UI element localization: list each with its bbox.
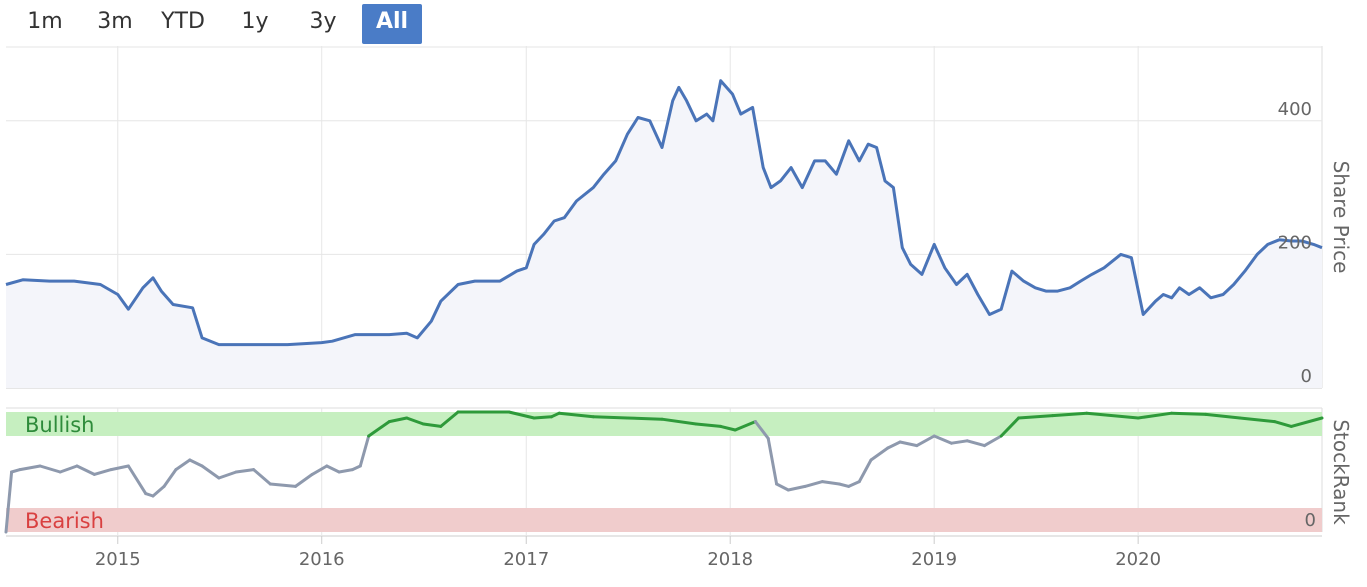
stockrank-line-segment (234, 468, 256, 474)
stockrank-line-segment (1051, 411, 1089, 418)
stockrank-line-segment (999, 416, 1021, 438)
range-button-ytd[interactable]: YTD (161, 9, 205, 34)
stockrank-line-segment (92, 468, 113, 476)
stockrank-line-segment (1204, 412, 1242, 420)
stockrank-axis-title: StockRank (1329, 419, 1353, 525)
stockrank-line-segment (188, 458, 204, 468)
stockrank-line-segment (915, 434, 936, 448)
x-tick-label: 2015 (95, 549, 141, 570)
stockrank-line-segment (837, 482, 851, 488)
stockrank-line-segment (786, 484, 807, 492)
range-selector: 1m 3m YTD 1y 3y All (0, 0, 600, 48)
stockrank-line-segment (733, 420, 757, 432)
x-tick-label: 2019 (911, 549, 957, 570)
stockrank-line-segment (439, 410, 460, 428)
stockrank-line-segment (1273, 420, 1293, 428)
stockrank-line-segment (898, 440, 919, 448)
price-line (5, 79, 1323, 347)
x-tick-label: 2018 (707, 549, 753, 570)
stockrank-line-segment (557, 411, 595, 419)
stockrank-line-segment (886, 440, 902, 450)
price-area (6, 80, 1322, 388)
stockrank-plot[interactable] (4, 410, 1324, 534)
stockrank-line-segment (932, 434, 953, 445)
stockrank-line-segment (507, 410, 536, 420)
stockrank-line-segment (162, 468, 178, 488)
stockrank-line-segment (1170, 411, 1208, 416)
bearish-band (6, 508, 1322, 532)
stockrank-line-segment (719, 424, 737, 432)
stockrank-line-segment (75, 464, 96, 476)
stockrank-line-segment (252, 468, 272, 486)
stockrank-line-segment (1136, 411, 1174, 420)
stockrank-line-segment (58, 464, 79, 474)
stockrank-line-segment (857, 458, 873, 484)
stockrank-line-segment (775, 482, 790, 492)
stockrank-line-segment (869, 446, 890, 462)
stockrank-line-segment (625, 416, 664, 421)
stockrank-line-segment (591, 415, 629, 420)
stockrank-line-segment (694, 422, 723, 428)
stockrank-line-segment (803, 480, 824, 488)
stockrank-line-segment (950, 439, 969, 445)
stockrank-line-segment (820, 480, 841, 486)
stockrank-line-segment (387, 416, 409, 424)
stockrank-line-segment (200, 464, 221, 480)
bullish-band-label: Bullish (25, 413, 94, 437)
stockrank-bands: Bullish Bearish (6, 412, 1322, 533)
stockrank-line-segment (4, 470, 14, 534)
range-button-all[interactable]: All (362, 4, 422, 44)
stockrank-line-segment (126, 464, 148, 496)
range-button-1m[interactable]: 1m (27, 9, 63, 34)
stockrank-line-segment (337, 468, 354, 474)
x-tick-label: 2017 (503, 549, 549, 570)
price-y-tick-label: 0 (1301, 366, 1312, 387)
stockrank-line-segment (38, 464, 62, 474)
stockrank-line-segment (983, 434, 1003, 448)
x-tick-label: 2016 (299, 549, 345, 570)
stockrank-line-segment (367, 420, 391, 438)
stockrank-line-segment (753, 420, 770, 440)
stockrank-line-segment (325, 464, 341, 474)
range-button-3y[interactable]: 3y (309, 9, 337, 34)
axes: 0 200 400 2015 2016 2017 2018 2019 2020 0 Share Pr… (95, 99, 1353, 570)
stockrank-line-segment (294, 472, 314, 488)
stockrank-line-segment (174, 458, 192, 472)
stockrank-line-segment (1238, 416, 1276, 424)
rank-y-tick-label: 0 (1305, 510, 1316, 531)
price-axis-title: Share Price (1329, 161, 1353, 274)
stockrank-line-segment (965, 439, 986, 448)
stockrank-line-segment (532, 415, 553, 420)
price-y-tick-label: 400 (1278, 99, 1312, 120)
stockrank-line-segment (151, 484, 166, 498)
stockrank-line-segment (358, 434, 371, 468)
stockrank-line-segment (310, 464, 329, 476)
stockrank-line-segment (421, 422, 443, 428)
stockrank-line-segment (766, 436, 779, 486)
stockrank-line-segment (405, 416, 425, 426)
x-tick-label: 2020 (1115, 549, 1161, 570)
stockrank-line-segment (18, 464, 42, 472)
stockrank-line-segment (1085, 411, 1140, 420)
stockrank-line-segment (660, 417, 698, 426)
stockrank-line-segment (1017, 414, 1055, 420)
stockrank-line-segment (1289, 416, 1324, 428)
stockrank-line-segment (268, 482, 297, 488)
stockrank-line-segment (109, 464, 130, 472)
price-plot[interactable] (5, 79, 1323, 388)
range-button-3m[interactable]: 3m (97, 9, 133, 34)
price-y-tick-label: 200 (1278, 232, 1312, 253)
stockrank-line-segment (217, 470, 238, 480)
stockrank-line-segment (847, 480, 861, 488)
range-button-1y[interactable]: 1y (241, 9, 269, 34)
bearish-band-label: Bearish (25, 509, 104, 533)
